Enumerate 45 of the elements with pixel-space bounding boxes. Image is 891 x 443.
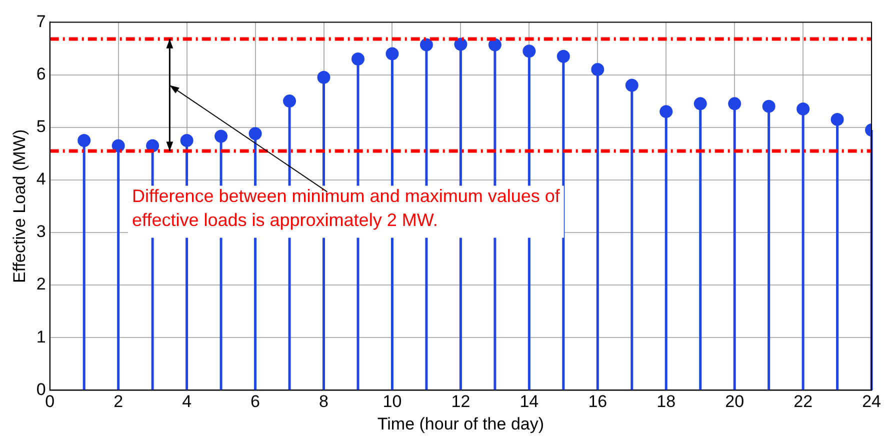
x-tick-label: 8 xyxy=(319,392,328,412)
point xyxy=(796,102,810,116)
y-tick-label: 0 xyxy=(36,380,46,399)
y-tick-label: 3 xyxy=(36,222,46,242)
x-axis-title: Time (hour of the day) xyxy=(377,414,544,434)
point xyxy=(180,134,194,147)
point xyxy=(317,70,330,84)
point xyxy=(214,130,228,143)
x-tick-label: 18 xyxy=(656,392,676,412)
point xyxy=(830,112,844,126)
point xyxy=(728,97,742,110)
x-tick-label: 4 xyxy=(182,392,192,412)
point xyxy=(420,38,433,52)
annotation: Difference between minimum and maximum values of effective loads is approximately 2 MW. xyxy=(132,186,561,230)
point xyxy=(454,38,468,51)
point xyxy=(386,47,399,60)
x-tick-label: 16 xyxy=(588,392,608,412)
point xyxy=(112,139,125,152)
x-tick-label: 22 xyxy=(794,392,813,412)
point xyxy=(522,44,536,58)
point xyxy=(694,97,707,110)
point xyxy=(556,50,570,63)
y-tick-label: 6 xyxy=(36,64,46,84)
y-tick-label: 2 xyxy=(36,274,46,294)
point xyxy=(248,127,262,140)
x-tick-label: 6 xyxy=(250,392,260,412)
point xyxy=(591,63,604,76)
point xyxy=(625,78,638,92)
x-tick-label: 12 xyxy=(451,392,470,412)
y-axis-title: Effective Load (MW) xyxy=(10,129,29,284)
x-tick-label: 2 xyxy=(114,392,124,412)
point xyxy=(660,105,673,118)
y-tick-label: 5 xyxy=(36,117,46,136)
y-tick-label: 1 xyxy=(36,327,46,346)
point xyxy=(762,100,776,113)
x-tick-label: 10 xyxy=(382,392,402,412)
y-tick-label: 4 xyxy=(36,170,46,189)
point xyxy=(78,134,91,147)
y-tick-label: 7 xyxy=(36,12,46,31)
x-tick-label: 24 xyxy=(862,392,882,412)
point xyxy=(351,52,364,66)
x-tick-label: 14 xyxy=(520,392,539,412)
point xyxy=(283,94,296,108)
x-tick-label: 20 xyxy=(725,392,744,412)
point xyxy=(488,38,502,52)
